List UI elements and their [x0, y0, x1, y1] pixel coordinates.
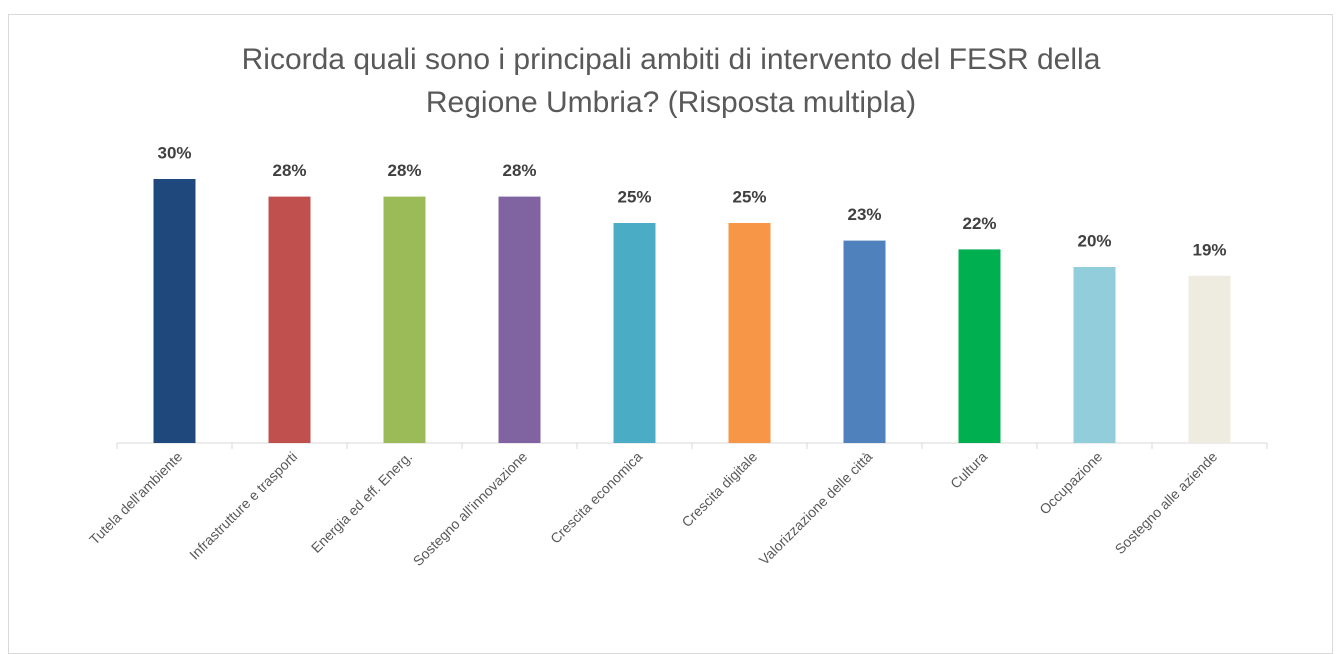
bar — [958, 249, 1001, 443]
chart-title: Ricorda quali sono i principali ambiti d… — [241, 43, 1101, 119]
data-label: 30% — [157, 143, 191, 162]
data-label: 28% — [387, 161, 421, 180]
x-tick-label: Energia ed eff. Energ. — [308, 448, 415, 555]
data-label: 23% — [847, 205, 881, 224]
x-tick-label: Occupazione — [1036, 448, 1105, 517]
data-label: 19% — [1192, 240, 1226, 259]
data-label: 28% — [502, 161, 536, 180]
x-tick-label: Tutela dell'ambiente — [86, 448, 185, 547]
data-label: 22% — [962, 214, 996, 233]
data-label: 25% — [732, 187, 766, 206]
x-tick-label: Cultura — [947, 448, 990, 491]
bar — [1073, 267, 1116, 443]
data-label: 28% — [272, 161, 306, 180]
x-tick-label: Crescita economica — [547, 448, 645, 546]
bar — [498, 196, 541, 443]
x-tick-label: Infrastrutture e trasporti — [186, 448, 300, 562]
bar — [728, 223, 771, 443]
x-tick-label: Sostegno all'innovazione — [410, 448, 531, 569]
bar — [1188, 275, 1231, 443]
bar — [153, 179, 196, 443]
data-label: 25% — [617, 187, 651, 206]
x-tick-label: Sostegno alle aziende — [1112, 448, 1221, 557]
data-label: 20% — [1077, 231, 1111, 250]
x-tick-label: Crescita digitale — [678, 448, 760, 530]
bar — [843, 240, 886, 443]
bar — [268, 196, 311, 443]
bar — [383, 196, 426, 443]
bar — [613, 223, 656, 443]
x-tick-label: Valorizzazione delle città — [756, 448, 876, 568]
